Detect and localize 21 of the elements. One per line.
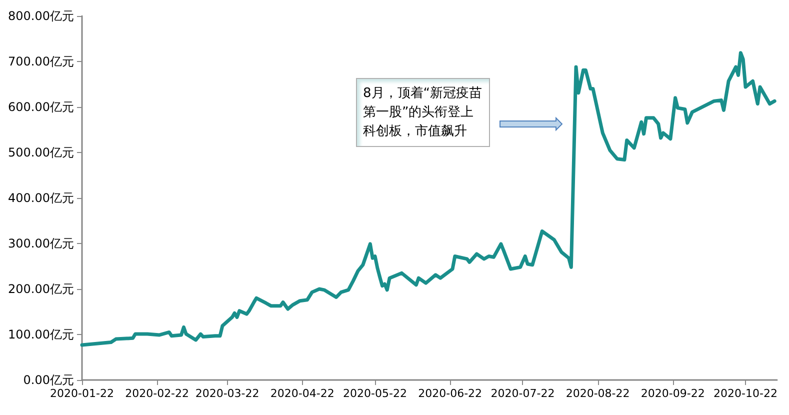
annotation: 8月，顶着“新冠疫苗第一股”的头衔登上科创板，市值飙升 xyxy=(356,78,490,147)
y-tick-label: 400.00亿元 xyxy=(8,191,74,205)
y-tick-label: 100.00亿元 xyxy=(8,328,74,342)
y-tick-label: 600.00亿元 xyxy=(8,100,74,114)
y-tick-label: 0.00亿元 xyxy=(23,373,74,387)
x-tick-label: 2020-01-22 xyxy=(50,387,114,400)
x-tick-label: 2020-08-22 xyxy=(566,387,630,400)
x-tick-label: 2020-10-22 xyxy=(714,387,778,400)
x-tick-label: 2020-06-22 xyxy=(418,387,482,400)
y-tick-label: 800.00亿元 xyxy=(8,9,74,23)
y-tick-label: 700.00亿元 xyxy=(8,54,74,68)
x-tick-label: 2020-03-22 xyxy=(195,387,260,400)
x-tick-label: 2020-09-22 xyxy=(640,387,705,400)
y-tick-label: 500.00亿元 xyxy=(8,146,74,160)
y-tick-label: 200.00亿元 xyxy=(8,282,74,296)
line-series xyxy=(80,51,776,347)
x-tick-label: 2020-04-22 xyxy=(270,387,334,400)
y-tick-label: 300.00亿元 xyxy=(8,236,74,250)
x-tick-label: 2020-05-22 xyxy=(343,387,407,400)
x-tick-label: 2020-07-22 xyxy=(490,387,555,400)
x-tick-label: 2020-02-22 xyxy=(125,387,190,400)
